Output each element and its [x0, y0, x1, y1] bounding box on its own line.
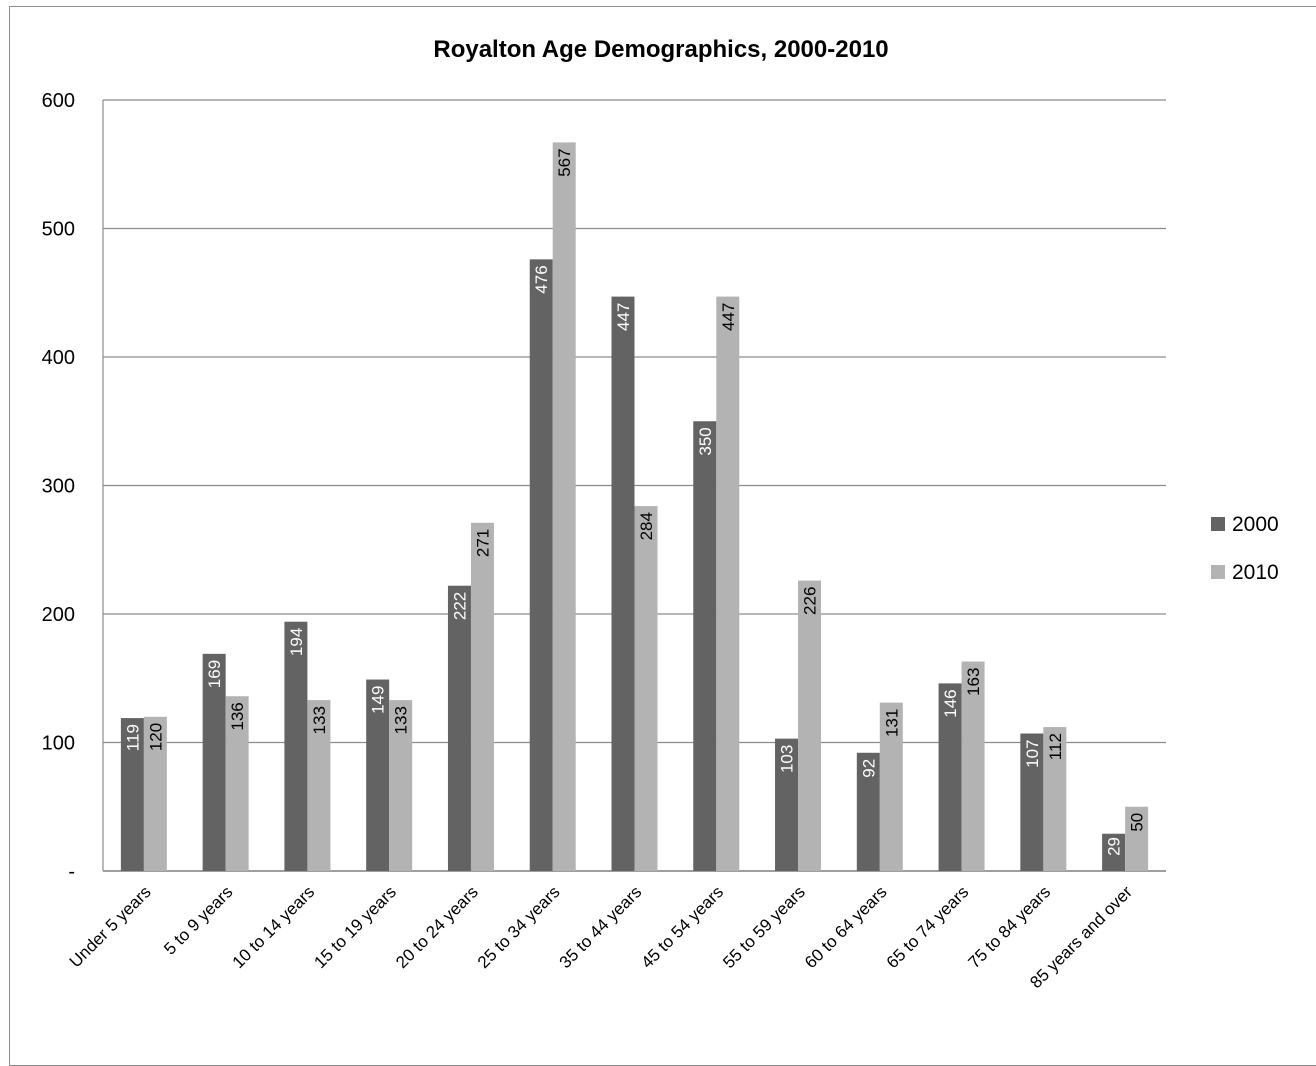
bar-2000-4 [447, 585, 471, 871]
bar-2000-10 [938, 683, 962, 871]
bar-value-label: 136 [228, 702, 247, 730]
bar-2010-2 [307, 700, 331, 871]
bar-value-label: 120 [146, 723, 165, 751]
bar-2000-11 [1020, 733, 1044, 871]
x-tick-label: 10 to 14 years [229, 882, 319, 972]
bar-value-label: 476 [532, 265, 551, 293]
bar-value-label: 92 [859, 759, 878, 778]
bar-labels: 119 1201691361941331491332222714765674472… [123, 148, 1146, 856]
bar-value-label: 222 [450, 592, 469, 620]
legend-swatch-2000 [1211, 517, 1225, 531]
y-tick-label: 300 [42, 476, 75, 498]
bar-2010-8 [798, 580, 822, 871]
bars [120, 142, 1149, 872]
bar-value-label: 112 [1046, 733, 1065, 760]
bar-value-label: 133 [392, 706, 411, 734]
bar-2010-6 [634, 506, 658, 871]
bar-2000-9 [856, 752, 880, 871]
chart-title: Royalton Age Demographics, 2000-2010 [433, 36, 888, 63]
bar-value-label: 271 [473, 529, 492, 557]
x-tick-label: 55 to 59 years [719, 882, 809, 972]
bar-value-label: 194 [287, 628, 306, 656]
bar-value-label: 107 [1023, 740, 1042, 768]
bar-value-label: 131 [882, 709, 901, 737]
bar-2000-0 [120, 718, 144, 871]
bar-value-label: 103 [778, 745, 797, 773]
bar-2010-0 [143, 716, 167, 871]
y-tick-label: 400 [42, 347, 75, 369]
legend-swatch-2010 [1211, 565, 1225, 579]
bar-value-label: 119 [123, 724, 142, 751]
bar-value-label: 284 [637, 512, 656, 540]
bar-value-label: 133 [310, 706, 329, 734]
bar-2000-12 [1102, 833, 1126, 871]
bar-2000-6 [611, 296, 635, 872]
bar-value-label: 149 [369, 686, 388, 714]
bar-2000-3 [366, 679, 390, 871]
legend-label: 2010 [1232, 561, 1279, 584]
bar-2000-7 [693, 421, 717, 871]
bar-value-label: 567 [555, 148, 574, 176]
x-tick-label: 20 to 24 years [392, 882, 482, 972]
bar-2000-5 [529, 259, 553, 872]
bar-2010-12 [1125, 806, 1149, 871]
bar-2010-11 [1043, 727, 1067, 871]
bar-value-label: 163 [964, 668, 983, 696]
x-tick-label: 75 to 84 years [965, 882, 1055, 972]
bar-2010-10 [961, 661, 985, 871]
bar-2000-2 [284, 621, 308, 871]
bar-value-label: 169 [205, 660, 224, 688]
bar-2000-8 [775, 738, 799, 871]
x-tick-label: 65 to 74 years [883, 882, 973, 972]
bar-value-label: 146 [941, 689, 960, 717]
bar-2010-3 [389, 700, 413, 871]
bar-value-label: 50 [1128, 813, 1147, 832]
bar-2010-7 [716, 296, 740, 872]
x-tick-label: 5 to 9 years [160, 882, 236, 958]
x-tick-label: 35 to 44 years [556, 882, 646, 972]
bar-value-label: 350 [696, 427, 715, 455]
x-tick-label: Under 5 years [66, 882, 155, 971]
y-tick-label: 200 [42, 604, 75, 626]
y-tick-label: 600 [42, 90, 75, 112]
y-tick-label: 500 [42, 219, 75, 241]
bar-2000-1 [202, 653, 226, 871]
x-tick-label: 25 to 34 years [474, 882, 564, 972]
bar-value-label: 447 [614, 303, 633, 331]
y-tick-label: - [68, 861, 75, 883]
bar-value-label: 226 [801, 587, 820, 615]
legend-label: 2000 [1232, 513, 1279, 536]
bar-value-label: 447 [719, 303, 738, 331]
x-tick-label: 15 to 19 years [310, 882, 400, 972]
bar-2010-1 [225, 696, 249, 871]
bar-2010-9 [879, 702, 903, 871]
bar-2010-5 [552, 142, 576, 871]
bar-value-label: 29 [1105, 837, 1124, 856]
x-tick-label: 45 to 54 years [637, 882, 727, 972]
y-axis-ticks: - 100 200 300 400 500 600 [42, 90, 75, 883]
y-tick-label: 100 [42, 733, 75, 755]
chart-frame: -100 200 300 400 500 600 119 120 169 136 194 133 14… [9, 6, 1316, 1066]
x-tick-label: 60 to 64 years [801, 882, 891, 972]
legend: 2000 2010 [1211, 513, 1279, 584]
bar-2010-4 [470, 522, 494, 871]
